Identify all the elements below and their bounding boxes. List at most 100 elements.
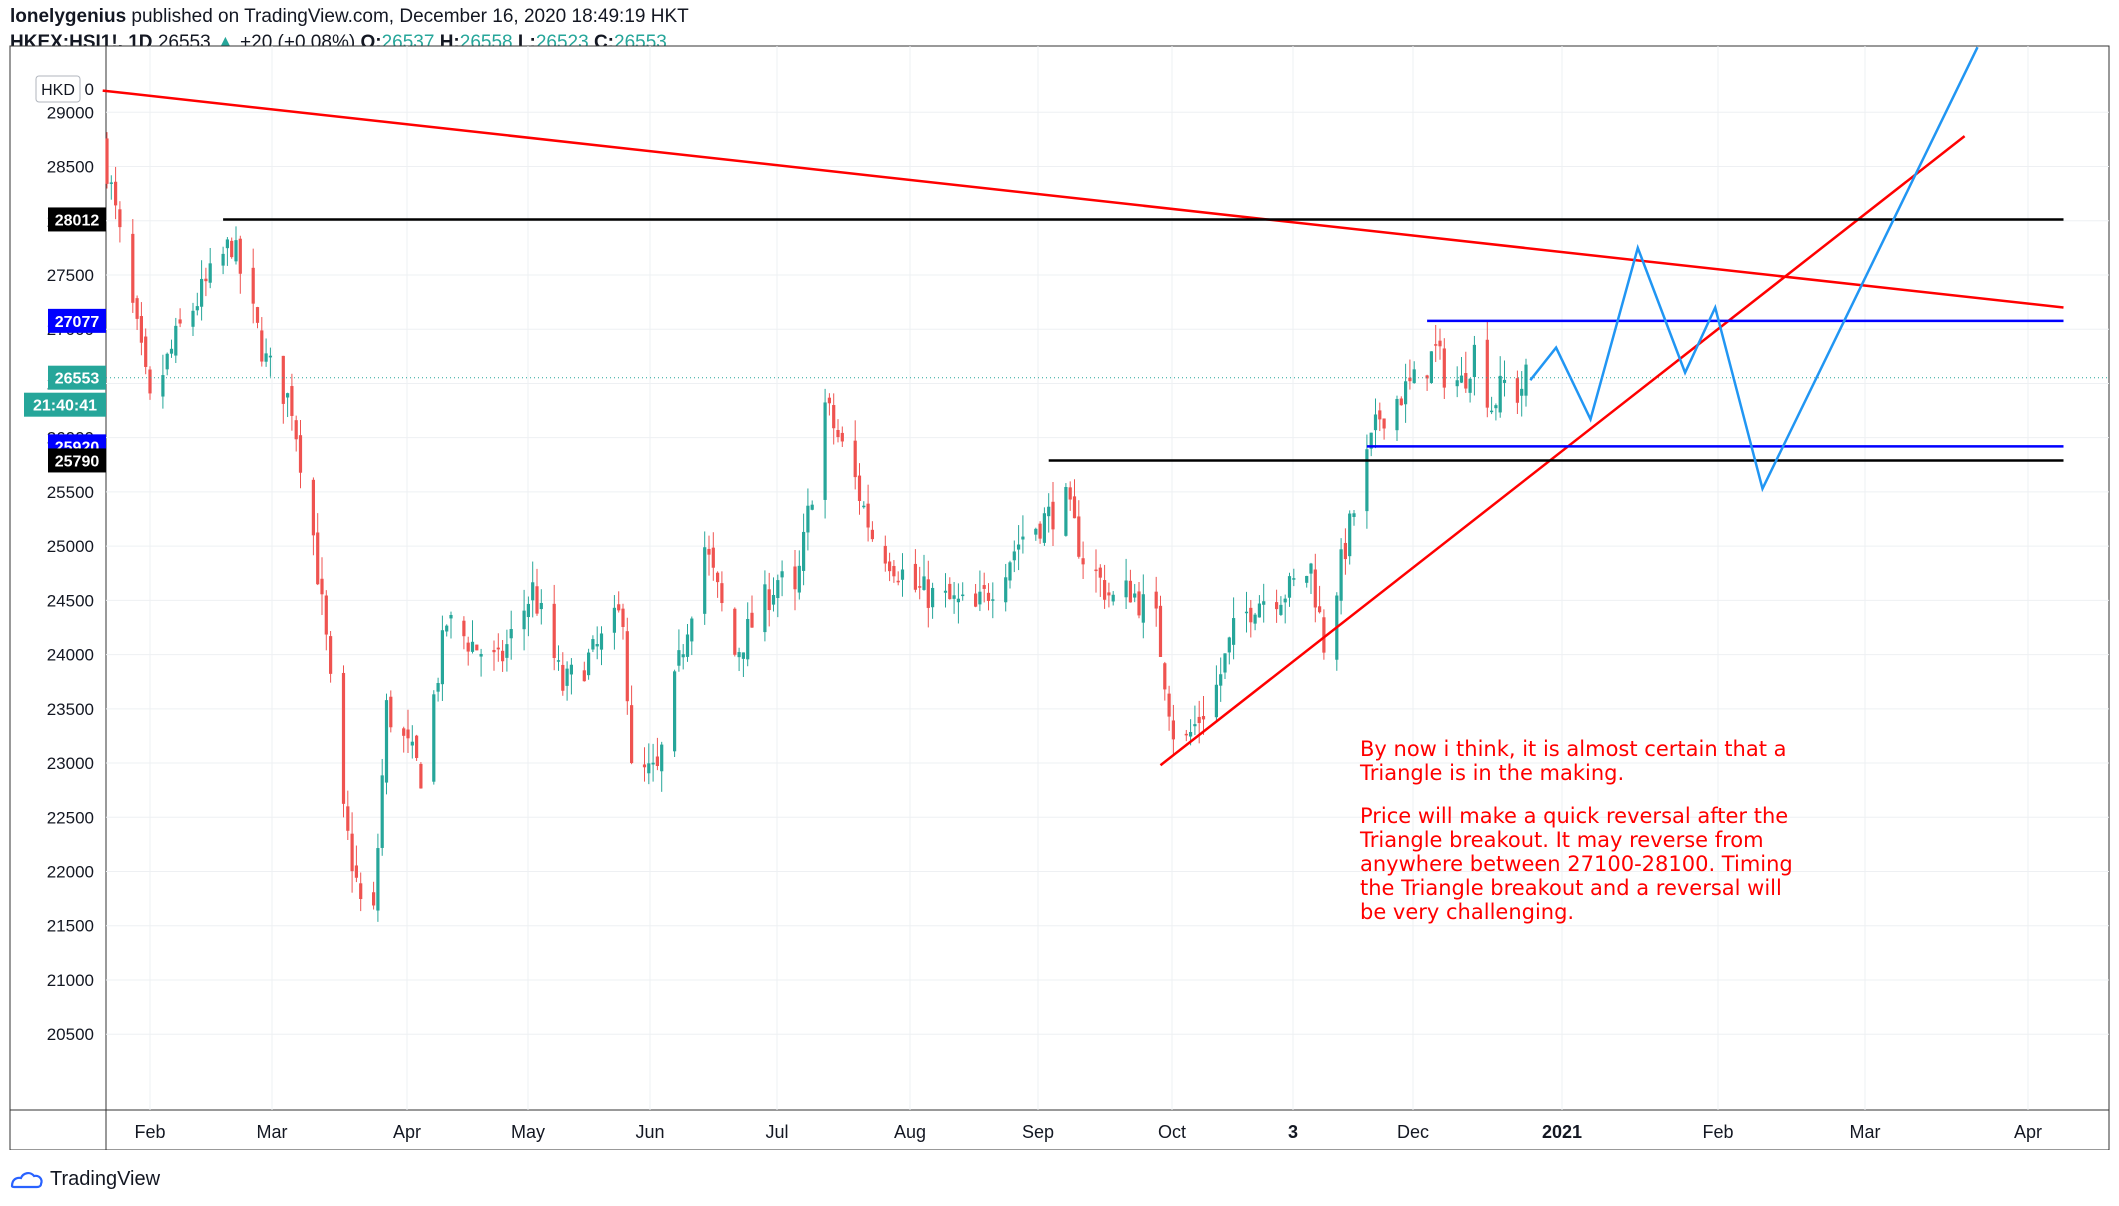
candle-body [1395, 398, 1399, 431]
candle-body [1214, 684, 1218, 718]
candle-body [1464, 373, 1468, 389]
candle-body [612, 607, 616, 633]
candle-body [948, 583, 952, 600]
candle-body [625, 631, 629, 702]
candle-body [802, 531, 806, 571]
price-badge-text: 28012 [55, 212, 100, 229]
currency-badge [35, 75, 81, 103]
author-name[interactable]: lonelygenius [10, 6, 127, 27]
candle-body [294, 420, 298, 440]
candle-body [836, 429, 840, 438]
price-badge-27077 [48, 308, 106, 333]
candle-body [346, 806, 350, 831]
annotation-text: Triangle breakout. It may reverse from [1359, 828, 1764, 852]
price-tick-label: 21500 [47, 917, 94, 936]
candle-body [1038, 523, 1042, 539]
candle-body [1472, 344, 1476, 378]
candle-body [1404, 381, 1408, 405]
candle-body [539, 602, 543, 610]
candle-body [587, 652, 591, 676]
candle-body [260, 330, 264, 362]
candle-body [892, 565, 896, 577]
candle-body [1124, 580, 1128, 598]
candle-body [780, 571, 784, 578]
time-axis-label: 3 [1288, 1122, 1298, 1142]
price-tick-label: 25500 [47, 483, 94, 502]
price-tick-label: 28500 [47, 158, 94, 177]
candle-body [376, 848, 380, 911]
time-axis-label: Apr [393, 1122, 421, 1142]
candle-body [1167, 693, 1171, 717]
candle-body [763, 584, 767, 633]
candle-body [866, 503, 870, 528]
candle-body [883, 545, 887, 564]
candle-body [630, 705, 634, 764]
candle-body [1184, 733, 1188, 736]
candle-body [1339, 549, 1343, 601]
candle-body [647, 763, 651, 774]
candle-body [131, 233, 135, 303]
candle-body [1068, 487, 1072, 500]
candle-body [1365, 449, 1369, 512]
candle-body [1154, 591, 1158, 609]
candle-body [531, 582, 535, 601]
price-badge-28012 [48, 207, 106, 232]
candle-body [595, 643, 599, 647]
candle-body [690, 618, 694, 642]
candle-body [591, 639, 595, 650]
time-axis-label: Feb [1702, 1122, 1733, 1142]
candle-body [230, 240, 234, 258]
candle-body [556, 660, 561, 662]
candle-body [707, 548, 711, 555]
candle-body [1369, 432, 1373, 449]
candle-body [320, 578, 324, 595]
candle-body [402, 728, 406, 736]
price-tick-label: 27500 [47, 266, 94, 285]
annotation-text: the Triangle breakout and a reversal wil… [1360, 876, 1782, 900]
candle-body [1275, 602, 1279, 610]
candle-body [1468, 378, 1472, 393]
candle-body [505, 644, 509, 658]
annotation-text: Price will make a quick reversal after t… [1360, 804, 1788, 828]
candle-body [1438, 340, 1442, 347]
time-axis-label: Mar [1850, 1122, 1881, 1142]
time-axis-label: Mar [257, 1122, 288, 1142]
candle-body [144, 336, 148, 367]
price-badge-text: 25790 [55, 453, 100, 470]
candle-body [440, 630, 444, 685]
candle-body [1042, 513, 1046, 543]
candle-body [1373, 414, 1378, 431]
candle-body [733, 608, 737, 655]
time-axis-label: Aug [894, 1122, 926, 1142]
price-tick-label: 24000 [47, 646, 94, 665]
candle-body [311, 479, 315, 536]
candle-body [681, 654, 685, 658]
candle-body [475, 644, 479, 651]
price-badge-text: 26553 [55, 371, 100, 388]
candle-body [109, 182, 113, 184]
candle-body [956, 598, 960, 603]
candle-body [225, 239, 229, 249]
candle-body [582, 670, 586, 682]
candle-body [354, 865, 358, 878]
candle-body [290, 386, 294, 416]
candle-body [406, 729, 410, 739]
price-chart[interactable]: 2900028500280002750027000265002600025500… [0, 0, 2119, 1150]
candle-body [896, 580, 900, 583]
candle-body [565, 668, 569, 686]
candle-body [1459, 375, 1464, 383]
candle-body [268, 355, 272, 358]
tradingview-logo-icon[interactable] [10, 1170, 44, 1190]
candle-body [1494, 405, 1498, 409]
candle-body [776, 580, 780, 599]
candle-body [823, 402, 827, 500]
candle-body [1322, 617, 1326, 653]
tradingview-brand[interactable]: TradingView [50, 1168, 161, 1190]
price-tick-label: 21000 [47, 971, 94, 990]
price-tick-label: 24500 [47, 591, 94, 610]
candle-body [165, 353, 169, 370]
candle-body [238, 238, 242, 274]
candle-body [200, 278, 204, 307]
candle-body [1051, 501, 1055, 530]
price-tick-label: 25000 [47, 537, 94, 556]
